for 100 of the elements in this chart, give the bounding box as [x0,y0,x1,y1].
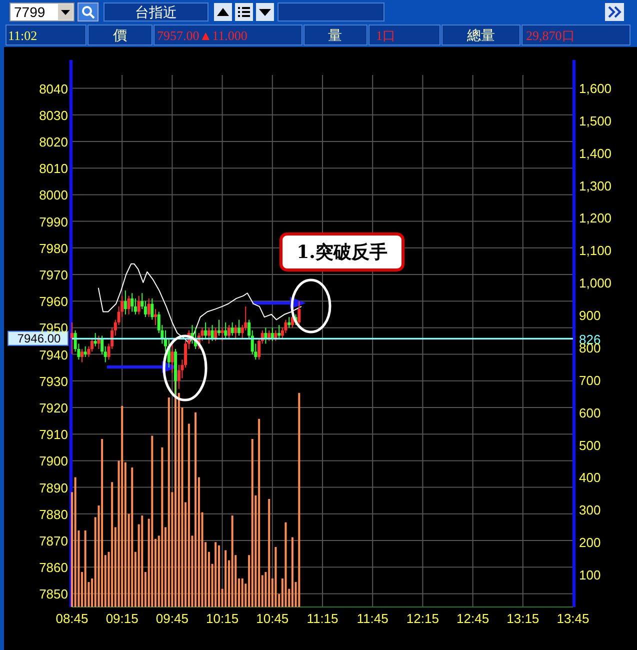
candlestick [210,324,214,342]
x-tick-label: 12:15 [406,611,439,626]
bar [168,397,170,607]
candlestick [228,324,231,339]
text: 1口 [376,28,396,43]
y2-tick-label: 700 [579,372,601,388]
bar [161,447,164,607]
y2-tick-label: 300 [579,502,601,518]
y2-tick-label: 400 [579,470,601,486]
candlestick [288,316,291,328]
candlestick [150,298,154,320]
x-tick-label: 09:45 [156,611,188,626]
candlestick [268,330,271,342]
y-tick-label: 7940 [39,347,68,362]
y2-tick-label: 1,600 [579,80,612,96]
bar [111,482,114,607]
y2-tick-label: 1,500 [579,113,612,128]
x-tick-label: 12:45 [456,611,490,626]
line-series [98,263,302,344]
candlestick [214,327,218,342]
candlestick [127,295,130,315]
candlestick [298,300,301,326]
y-tick-label: 8030 [39,108,68,123]
y2-tick-label: 1,400 [579,146,612,161]
x-tick-label: 10:15 [206,611,239,626]
candlestick [124,290,127,315]
text: 11:02 [8,28,38,43]
candlestick [274,330,278,342]
bar [101,438,104,607]
bar [84,530,86,607]
text: 台指近 [135,4,177,20]
y-tick-label: 7890 [39,480,68,496]
candlestick [278,324,281,339]
y2-tick-label: 900 [579,308,601,324]
candlestick [84,346,87,358]
text: 價 [113,27,127,43]
candlestick [94,332,97,347]
bar [188,424,190,607]
x-tick-label: 08:45 [56,611,88,626]
candlestick [264,327,268,344]
y2-tick-label: 200 [579,535,601,550]
bar [268,498,270,607]
text: 29,870口 [526,28,575,43]
bar [284,522,287,607]
candlestick [217,319,220,336]
bar [251,438,254,607]
x-tick-label: 13:45 [556,611,590,626]
y2-tick-label: 1,300 [579,178,612,194]
y2-tick-label: 100 [579,568,601,583]
y-tick-label: 7910 [39,427,68,442]
bar [74,477,76,607]
candlestick [230,322,234,336]
bar [121,406,124,607]
bar [231,516,234,607]
y-tick-label: 7850 [39,586,68,602]
bar [298,392,300,607]
text: 7799 [14,4,46,20]
bar [141,516,144,607]
candlestick [224,322,228,339]
bar [131,468,134,607]
bar [241,578,244,607]
text: 量 [328,27,342,43]
candlestick [234,324,238,339]
y-tick-label: 7980 [39,240,68,256]
candlestick [238,319,241,336]
bar [224,550,227,607]
y2-tick-label: 1,100 [579,243,612,258]
text: 7957.00▲11.000 [157,28,248,43]
y-tick-label: 8040 [39,81,68,96]
y-tick-label: 7960 [39,294,68,310]
y2-tick-label: 600 [579,405,601,420]
bar [194,412,197,607]
x-tick-label: 10:45 [256,611,289,626]
y-tick-label: 8010 [39,161,68,176]
y-tick-label: 7990 [39,214,68,230]
bar [274,546,277,607]
bar [291,537,294,607]
x-tick-label: 11:45 [356,611,388,626]
y-tick-label: 7870 [39,534,68,548]
candlestick [204,322,208,339]
candlestick [154,308,157,326]
bar [258,418,260,607]
text: 總量 [466,27,495,43]
y-tick-label: 8000 [39,188,68,203]
candlestick [270,327,274,342]
candlestick [220,327,224,342]
y-tick-label: 8020 [39,134,68,150]
candlestick [80,348,84,363]
y-tick-label: 7970 [39,268,68,282]
bar [218,545,220,607]
x-tick-label: 13:15 [506,611,540,626]
candlestick [147,298,150,318]
x-tick-label: 09:15 [106,611,138,626]
bar [151,436,154,607]
y2-tick-label: 500 [579,438,601,453]
y-tick-label: 7860 [39,560,68,576]
y2-tick-label: 1,200 [579,210,612,226]
x-tick-label: 11:15 [306,611,338,626]
y-tick-label: 7930 [39,374,68,389]
annotation: 1.突破反手 [296,242,388,263]
